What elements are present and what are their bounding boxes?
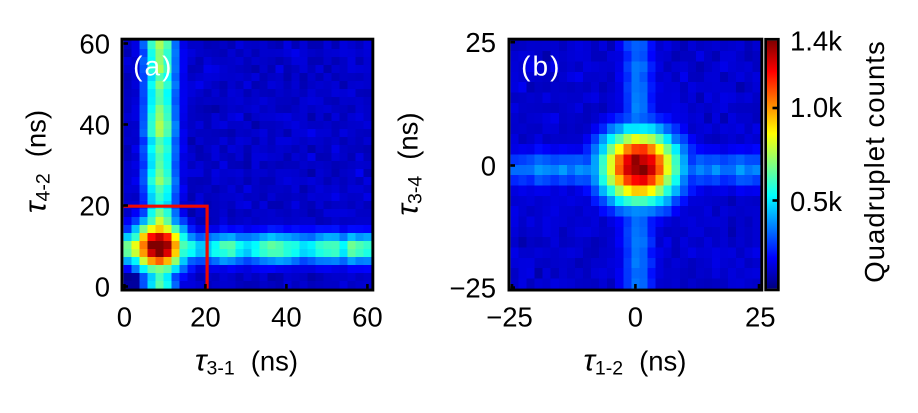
svg-text:1.4k: 1.4k <box>790 26 842 57</box>
svg-text:60: 60 <box>352 302 383 333</box>
svg-text:τ3-4(ns): τ3-4(ns) <box>390 112 427 215</box>
svg-text:τ4-2(ns): τ4-2(ns) <box>18 110 55 213</box>
svg-text:0: 0 <box>481 150 496 181</box>
svg-text:20: 20 <box>190 302 221 333</box>
svg-text:40: 40 <box>271 302 302 333</box>
svg-text:60: 60 <box>79 28 110 59</box>
svg-text:1.0k: 1.0k <box>790 92 842 123</box>
svg-text:−25: −25 <box>449 272 496 303</box>
svg-text:0: 0 <box>117 302 132 333</box>
svg-text:τ1-2(ns): τ1-2 (ns) <box>583 343 686 380</box>
svg-text:0: 0 <box>628 302 643 333</box>
svg-text:(b): (b) <box>521 51 561 82</box>
svg-text:−25: −25 <box>486 302 533 333</box>
svg-text:Quadruplet counts: Quadruplet counts <box>859 40 890 283</box>
svg-text:(a): (a) <box>133 51 173 82</box>
svg-text:τ3-1(ns): τ3-1 (ns) <box>195 343 298 380</box>
svg-text:0.5k: 0.5k <box>790 186 842 217</box>
svg-text:25: 25 <box>465 27 496 58</box>
svg-text:20: 20 <box>79 190 110 221</box>
svg-text:25: 25 <box>745 302 776 333</box>
svg-text:0: 0 <box>95 271 110 302</box>
svg-text:40: 40 <box>79 109 110 140</box>
